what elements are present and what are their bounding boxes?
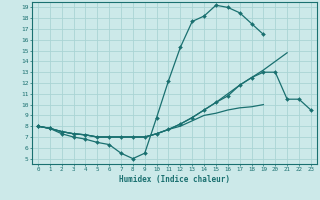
X-axis label: Humidex (Indice chaleur): Humidex (Indice chaleur) xyxy=(119,175,230,184)
